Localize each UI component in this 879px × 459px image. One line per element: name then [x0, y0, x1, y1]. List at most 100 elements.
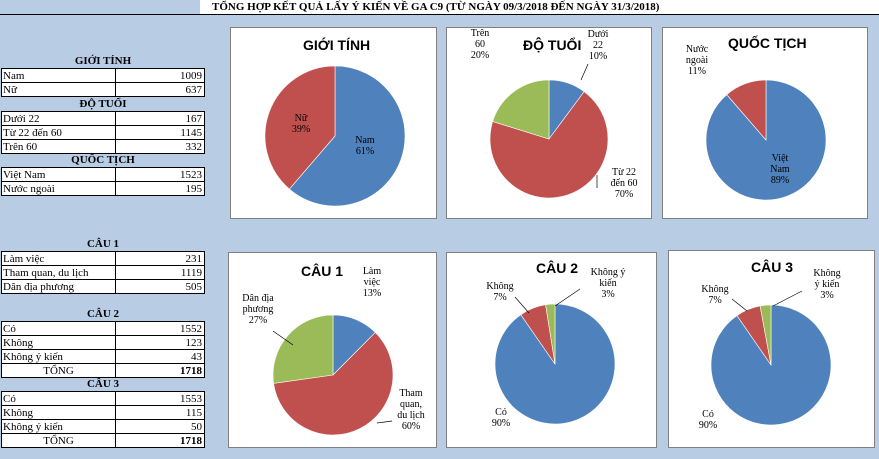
row-label: TỔNG	[1, 363, 115, 377]
slice-label: đến 60	[611, 178, 638, 189]
row-value: 167	[115, 111, 205, 125]
row-value: 637	[115, 82, 205, 96]
chart-panel-q1: CÂU 1 Làm việc 13% Tham quan, du lịch 60% Dân đị…	[228, 252, 437, 448]
table-row: Nữ 637	[1, 82, 205, 96]
row-label: Tham quan, du lịch	[1, 265, 115, 279]
row-label: TỔNG	[1, 433, 115, 447]
slice-label: việc	[364, 277, 381, 288]
chart-panel-nationality: QUỐC TỊCH Việt Nam 89% Nước ngoài 11%	[662, 27, 868, 219]
row-label: Dân địa phương	[1, 279, 115, 293]
table-row: Từ 22 đến 60 1145	[1, 125, 205, 139]
table-heading: CÂU 1	[86, 238, 120, 250]
slice-label: Việt	[772, 153, 789, 164]
slice-label: Có	[702, 409, 714, 420]
row-value: 231	[115, 251, 205, 265]
table-nationality: QUỐC TỊCH Việt Nam 1523 Nước ngoài 195	[1, 153, 205, 196]
row-label: Không	[1, 405, 115, 419]
row-label: Có	[1, 391, 115, 405]
chart-panel-q3: CÂU 3 Có 90% Không 7% Không ý kiến 3%	[668, 250, 875, 448]
row-label: Việt Nam	[1, 167, 115, 181]
row-value: 1553	[115, 391, 205, 405]
slice-label: 3%	[601, 289, 614, 300]
chart-panel-age: ĐỘ TUỔI Dưới 22 10% Từ 22 đến 60 70% Trên 60 20%	[446, 27, 652, 219]
row-label: Nam	[1, 68, 115, 82]
table-row: Có 1553	[1, 391, 205, 405]
row-value: 1009	[115, 68, 205, 82]
row-value: 1523	[115, 167, 205, 181]
slice-label: Tham	[399, 388, 423, 399]
table-row: Việt Nam 1523	[1, 167, 205, 181]
row-label: Dưới 22	[1, 111, 115, 125]
table-gender: GIỚI TÍNH Nam 1009 Nữ 637	[1, 54, 205, 97]
slice-label: Nam	[355, 135, 375, 146]
row-label: Không ý kiến	[1, 419, 115, 433]
row-label: Có	[1, 321, 115, 335]
row-value: 115	[115, 405, 205, 419]
table-row: Có 1552	[1, 321, 205, 335]
slice-label: 90%	[699, 420, 717, 431]
slice-label: 70%	[615, 189, 633, 200]
slice-label: 61%	[356, 146, 374, 157]
pie-slice	[726, 79, 767, 141]
leader-line	[554, 288, 581, 307]
slice-label: quan,	[400, 399, 422, 410]
table-row: Không 115	[1, 405, 205, 419]
row-label: Làm việc	[1, 251, 115, 265]
row-label: Nước ngoài	[1, 181, 115, 195]
row-value: 1145	[115, 125, 205, 139]
divider	[0, 14, 879, 15]
slice-label: Nước	[686, 44, 709, 55]
slice-label: Trên	[471, 28, 490, 39]
row-value: 505	[115, 279, 205, 293]
slice-label: 27%	[249, 315, 267, 326]
table-row: Tham quan, du lịch 1119	[1, 265, 205, 279]
table-total-row: TỔNG 1718	[1, 433, 205, 447]
table-heading: CÂU 3	[86, 378, 120, 390]
chart-title: ĐỘ TUỔI	[523, 36, 581, 53]
slice-label: ý kiến	[815, 279, 840, 290]
pie-slice	[492, 79, 550, 140]
sheet-title: TỔNG HỢP KẾT QUẢ LẤY Ý KIẾN VỀ GA C9 (TỪ…	[200, 0, 879, 14]
row-value: 1718	[115, 433, 205, 447]
row-value: 123	[115, 335, 205, 349]
slice-label: 10%	[589, 51, 607, 62]
chart-title: CÂU 2	[536, 259, 578, 276]
row-value: 195	[115, 181, 205, 195]
table-row: Không ý kiến 50	[1, 419, 205, 433]
chart-title: CÂU 3	[751, 258, 793, 275]
table-row: Dưới 22 167	[1, 111, 205, 125]
slice-label: Không	[701, 284, 728, 295]
slice-label: 90%	[492, 418, 510, 429]
row-value: 1119	[115, 265, 205, 279]
chart-title: QUỐC TỊCH	[728, 34, 807, 51]
slice-label: Làm	[363, 266, 382, 277]
pie-slice	[288, 65, 406, 207]
slice-label: 7%	[493, 292, 506, 303]
table-q1: CÂU 1 Làm việc 231 Tham quan, du lịch 1119 Dâ…	[1, 237, 205, 294]
table-row: Nam 1009	[1, 68, 205, 82]
slice-label: 7%	[708, 295, 721, 306]
chart-panel-gender: GIỚI TÍNH Nam 61% Nữ 39%	[230, 27, 437, 219]
slice-label: du lịch	[397, 410, 425, 421]
row-label: Từ 22 đến 60	[1, 125, 115, 139]
pie-slice	[759, 304, 772, 366]
table-q2: CÂU 2 Có 1552 Không 123 Không ý kiến 43 TỔNG 171…	[1, 307, 205, 378]
leader-line	[731, 298, 748, 312]
slice-label: ngoài	[686, 55, 708, 66]
slice-label: 22	[593, 40, 603, 51]
slice-label: 89%	[771, 175, 789, 186]
leader-line	[580, 63, 589, 81]
table-row: Trên 60 332	[1, 139, 205, 153]
pie-slice	[489, 91, 609, 199]
row-value: 1718	[115, 363, 205, 377]
row-value: 1552	[115, 321, 205, 335]
chart-panel-q2: CÂU 2 Có 90% Không 7% Không ý kiến 3%	[446, 252, 657, 448]
table-q3: CÂU 3 Có 1553 Không 115 Không ý kiến 50 TỔNG 171…	[1, 377, 205, 448]
row-value: 332	[115, 139, 205, 153]
table-row: Làm việc 231	[1, 251, 205, 265]
slice-label: Không ý	[591, 267, 626, 278]
